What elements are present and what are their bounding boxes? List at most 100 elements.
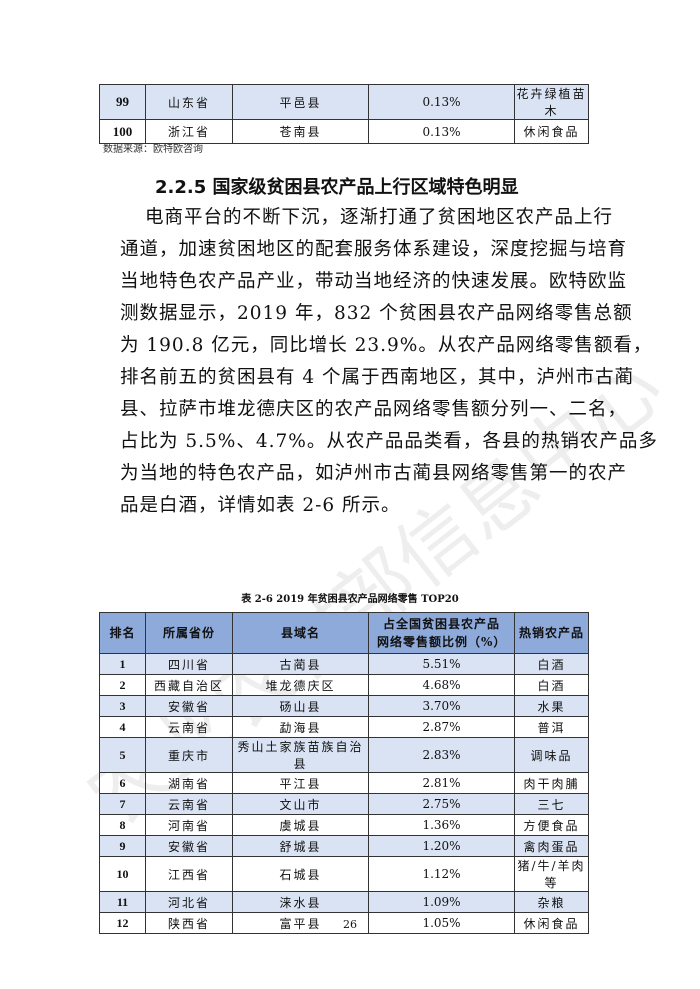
table-cell: 99 [99, 84, 146, 120]
table-row: 3 安徽省 砀山县 3.70% 水果 [99, 695, 589, 717]
table-cell: 3.70% [368, 695, 515, 717]
table-cell: 云南省 [145, 793, 233, 815]
table-cell: 禽肉蛋品 [514, 835, 589, 857]
table-cell: 舒城县 [232, 835, 369, 857]
text-line: 为 190.8 亿元，同比增长 23.9%。从农产品网络零售额看， [120, 335, 653, 356]
table-row: 1 四川省 古蔺县 5.51% 白酒 [99, 653, 589, 675]
column-header: 热销农产品 [514, 612, 589, 654]
table-cell: 11 [99, 891, 146, 913]
table-cell: 1 [99, 653, 146, 675]
table-cell: 猪/牛/羊肉等 [514, 856, 589, 892]
table-cell: 石城县 [232, 856, 369, 892]
text-line: 电商平台的不断下沉，逐渐打通了贫困地区农产品上行 [145, 207, 614, 228]
page-number: 26 [343, 918, 357, 931]
table-cell: 9 [99, 835, 146, 857]
table-cell: 陕西省 [145, 912, 233, 934]
table-row: 100 浙江省 苍南县 0.13% 休闲食品 [99, 119, 589, 144]
table-cell: 2 [99, 674, 146, 696]
table-cell: 古蔺县 [232, 653, 369, 675]
table-row: 10 江西省 石城县 1.12% 猪/牛/羊肉等 [99, 856, 589, 892]
table-cell: 安徽省 [145, 835, 233, 857]
text-line: 占比为 5.5%、4.7%。从农产品品类看，各县的热销农产品多 [120, 431, 658, 452]
table-cell: 5 [99, 737, 146, 773]
table-cell: 富平县 [232, 912, 369, 934]
table-cell: 平邑县 [232, 84, 369, 120]
table-cell: 1.05% [368, 912, 515, 934]
table-cell: 休闲食品 [514, 912, 589, 934]
table-cell: 水果 [514, 695, 589, 717]
table-row: 5 重庆市 秀山土家族苗族自治县 2.83% 调味品 [99, 737, 589, 773]
column-header: 占全国贫困县农产品网络零售额比例（%） [368, 612, 515, 654]
table-cell: 勐海县 [232, 716, 369, 738]
table-row: 7 云南省 文山市 2.75% 三七 [99, 793, 589, 815]
table-cell: 湖南省 [145, 772, 233, 794]
table-cell: 河北省 [145, 891, 233, 913]
table-cell: 江西省 [145, 856, 233, 892]
table-cell: 调味品 [514, 737, 589, 773]
table-cell: 1.20% [368, 835, 515, 857]
table-cell: 花卉绿植苗木 [514, 84, 589, 120]
table-cell: 2.81% [368, 772, 515, 794]
text-line: 测数据显示，2019 年，832 个贫困县农产品网络零售总额 [120, 303, 633, 324]
table-cell: 方便食品 [514, 814, 589, 836]
table-row: 4 云南省 勐海县 2.87% 普洱 [99, 716, 589, 738]
table-row: 99 山东省 平邑县 0.13% 花卉绿植苗木 [99, 84, 589, 120]
text-line: 当地特色农产品产业，带动当地经济的快速发展。欧特欧监 [120, 271, 628, 292]
table-cell: 2.75% [368, 793, 515, 815]
table-cell: 砀山县 [232, 695, 369, 717]
table-cell: 4.68% [368, 674, 515, 696]
table-cell: 1.12% [368, 856, 515, 892]
table-cell: 文山市 [232, 793, 369, 815]
table-cell: 秀山土家族苗族自治县 [232, 737, 369, 773]
table-cell: 2.83% [368, 737, 515, 773]
table-cell: 普洱 [514, 716, 589, 738]
table-cell: 4 [99, 716, 146, 738]
table-cell: 10 [99, 856, 146, 892]
table-row: 2 西藏自治区 堆龙德庆区 4.68% 白酒 [99, 674, 589, 696]
table-cell: 1.09% [368, 891, 515, 913]
text-line: 排名前五的贫困县有 4 个属于西南地区，其中，泸州市古蔺 [120, 367, 635, 388]
table-row: 9 安徽省 舒城县 1.20% 禽肉蛋品 [99, 835, 589, 857]
text-line: 县、拉萨市堆龙德庆区的农产品网络零售额分列一、二名， [120, 399, 628, 420]
table-cell: 三七 [514, 793, 589, 815]
table-row: 8 河南省 虞城县 1.36% 方便食品 [99, 814, 589, 836]
table-cell: 重庆市 [145, 737, 233, 773]
table-cell: 0.13% [368, 119, 515, 144]
table-cell: 白酒 [514, 653, 589, 675]
table-cell: 肉干肉脯 [514, 772, 589, 794]
table-cell: 平江县 [232, 772, 369, 794]
source-note: 数据来源：欧特欧咨询 [103, 144, 203, 155]
table-cell: 河南省 [145, 814, 233, 836]
table-cell: 云南省 [145, 716, 233, 738]
table-cell: 8 [99, 814, 146, 836]
table-cell: 7 [99, 793, 146, 815]
section-heading: 2.2.5 国家级贫困县农产品上行区域特色明显 [155, 177, 519, 198]
table-cell: 白酒 [514, 674, 589, 696]
text-line: 品是白酒，详情如表 2-6 所示。 [120, 495, 401, 516]
table-cell: 安徽省 [145, 695, 233, 717]
text-line: 为当地的特色农产品，如泸州市古蔺县网络零售第一的农产 [120, 463, 628, 484]
table-row: 11 河北省 涞水县 1.09% 杂粮 [99, 891, 589, 913]
table-row: 12 陕西省 富平县 1.05% 休闲食品 [99, 912, 589, 934]
table-cell: 西藏自治区 [145, 674, 233, 696]
table-cell: 浙江省 [145, 119, 233, 144]
table-cell: 苍南县 [232, 119, 369, 144]
table-row: 6 湖南省 平江县 2.81% 肉干肉脯 [99, 772, 589, 794]
table-cell: 0.13% [368, 84, 515, 120]
table-cell: 1.36% [368, 814, 515, 836]
column-header: 所属省份 [145, 612, 233, 654]
table-cell: 5.51% [368, 653, 515, 675]
table-cell: 山东省 [145, 84, 233, 120]
table-cell: 堆龙德庆区 [232, 674, 369, 696]
main-table: 排名 所属省份 县域名 占全国贫困县农产品网络零售额比例（%） 热销农产品 1 四川省 古蔺… [99, 612, 589, 934]
table-cell: 2.87% [368, 716, 515, 738]
table-cell: 6 [99, 772, 146, 794]
table-cell: 休闲食品 [514, 119, 589, 144]
table-cell: 虞城县 [232, 814, 369, 836]
table-cell: 3 [99, 695, 146, 717]
table-caption: 表 2-6 2019 年贫困县农产品网络零售 TOP20 [241, 594, 459, 605]
table-cell: 杂粮 [514, 891, 589, 913]
table-cell: 四川省 [145, 653, 233, 675]
table-cell: 涞水县 [232, 891, 369, 913]
